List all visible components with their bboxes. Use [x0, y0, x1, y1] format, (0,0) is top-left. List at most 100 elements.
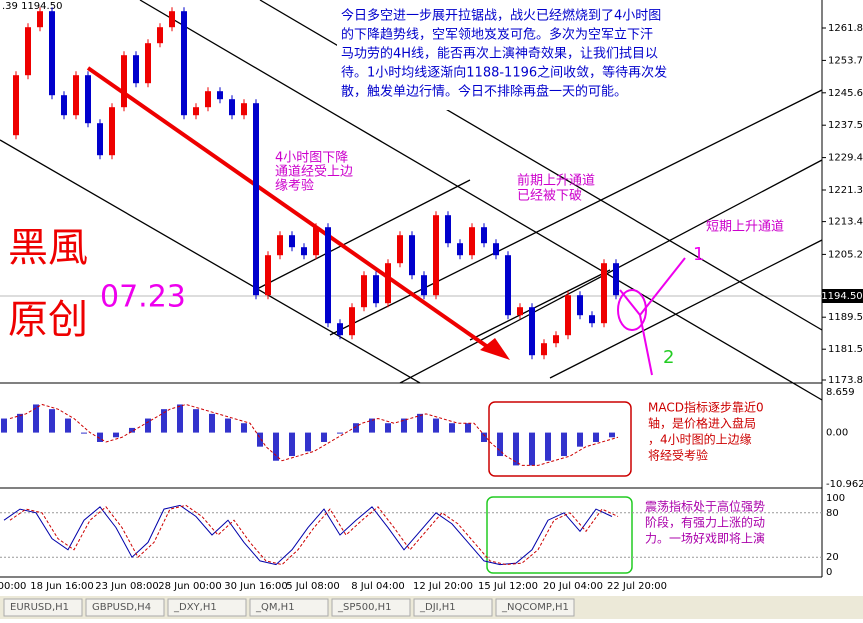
- note: 短期上升通道: [706, 220, 784, 235]
- macd-bar: [17, 413, 23, 433]
- macd-box: [488, 401, 632, 477]
- tab[interactable]: [495, 598, 575, 617]
- tab[interactable]: [331, 598, 411, 617]
- macd-bar: [417, 413, 423, 433]
- time-label: 15 Jul 12:00: [478, 581, 538, 592]
- tab-label[interactable]: _DXY,H1: [173, 602, 217, 613]
- macd-bar: [401, 418, 407, 433]
- candle: [601, 263, 607, 324]
- candle: [517, 307, 523, 316]
- macd-note-line: 轴，是价格进入盘局: [648, 416, 756, 431]
- time-label: 23 Jun 08:00: [95, 581, 159, 592]
- candle: [265, 255, 271, 296]
- macd-bar: [289, 432, 295, 457]
- macd-bar: [257, 432, 263, 447]
- macd-bar: [209, 413, 215, 433]
- tab-label[interactable]: _NQCOMP,H1: [501, 602, 569, 613]
- candle: [577, 295, 583, 316]
- candle: [457, 243, 463, 256]
- candle: [613, 263, 619, 296]
- tab[interactable]: [85, 598, 165, 617]
- candle: [445, 215, 451, 244]
- macd-bar: [225, 418, 231, 433]
- price-label: 1261.80: [828, 23, 863, 34]
- tab-label[interactable]: _DJI,H1: [419, 602, 456, 613]
- tab[interactable]: [249, 598, 329, 617]
- price-label: 1253.70: [828, 55, 863, 66]
- summary-line: 待。1小时均线逐渐向1188-1196之间收敛，等待再次发: [341, 65, 667, 81]
- macd-note-line: 将经受考验: [648, 448, 708, 463]
- macd-bar: [113, 432, 119, 438]
- tab-label[interactable]: EURUSD,H1: [10, 602, 69, 613]
- macd-bar: [449, 423, 455, 433]
- candle: [25, 27, 31, 76]
- macd-note-line: ，4小时图的上边缘: [648, 432, 752, 447]
- candle: [505, 255, 511, 316]
- time-label: 20 Jul 04:00: [543, 581, 603, 592]
- scenario-label: 1: [693, 244, 704, 265]
- tab-label[interactable]: _SP500,H1: [337, 602, 392, 613]
- macd-label: 0.00: [826, 428, 848, 439]
- candle: [205, 91, 211, 108]
- time-label: 8 Jul 04:00: [351, 581, 405, 592]
- summary-box: [337, 6, 707, 110]
- stoch-main: [3, 504, 613, 566]
- candle: [253, 103, 259, 296]
- candle: [481, 227, 487, 244]
- candle: [385, 263, 391, 304]
- stoch-label: 0: [826, 567, 832, 578]
- macd-bar: [145, 418, 151, 433]
- candle: [409, 235, 415, 276]
- tab[interactable]: [413, 598, 493, 617]
- macd-bar: [609, 432, 615, 438]
- scenario-label: 2: [663, 347, 674, 368]
- note-line: 4小时图下降: [275, 151, 348, 166]
- candle: [133, 55, 139, 84]
- macd-bar: [193, 409, 199, 433]
- candle: [433, 215, 439, 296]
- time-label: 30 Jun 16:00: [224, 581, 288, 592]
- price-label: 1213.40: [828, 217, 863, 228]
- macd-note-line: MACD指标逐步靠近0: [648, 400, 764, 415]
- candle: [229, 99, 235, 116]
- candle: [469, 227, 475, 256]
- note-line: 前期上升通道: [517, 173, 595, 189]
- candle: [61, 95, 67, 116]
- stoch-box: [486, 496, 633, 574]
- macd-bar: [353, 423, 359, 433]
- current-price: 1194.50: [821, 291, 862, 302]
- tab-label[interactable]: GBPUSD,H4: [92, 602, 151, 613]
- summary-line: 散，触发单边行情。今日不排除再盘一天的可能。: [341, 84, 627, 100]
- stoch-label: 80: [826, 508, 839, 519]
- candle: [349, 307, 355, 336]
- summary-line: 马功劳的4H线，能否再次上演神奇效果，让我们拭目以: [341, 46, 658, 62]
- candle: [361, 275, 367, 308]
- macd-label: 8.659: [826, 387, 855, 398]
- macd-bar: [577, 432, 583, 447]
- tab[interactable]: [3, 598, 83, 617]
- candle: [553, 335, 559, 344]
- candle: [217, 91, 223, 100]
- macd-bar: [49, 409, 55, 433]
- candle: [337, 323, 343, 336]
- macd-bar: [465, 423, 471, 433]
- macd-bar: [481, 432, 487, 442]
- price-label: 1205.20: [828, 249, 863, 260]
- trend-arrow: [86, 66, 497, 354]
- candle: [301, 247, 307, 256]
- tab-label[interactable]: _QM,H1: [255, 602, 295, 613]
- author-mark: 原创: [8, 297, 88, 343]
- time-label: 22 Jul 20:00: [607, 581, 667, 592]
- highlight-circle: [617, 289, 647, 331]
- macd-bar: [321, 432, 327, 442]
- macd-bar: [497, 432, 503, 457]
- tab[interactable]: [167, 598, 247, 617]
- macd-bar: [1, 418, 7, 433]
- price-label: 1189.50: [828, 312, 863, 323]
- note-line: 通道经受上边: [275, 165, 353, 180]
- stoch-note-line: 力。一场好戏即将上演: [645, 531, 765, 546]
- macd-bar: [369, 418, 375, 433]
- candle: [157, 27, 163, 44]
- macd-bar: [241, 423, 247, 433]
